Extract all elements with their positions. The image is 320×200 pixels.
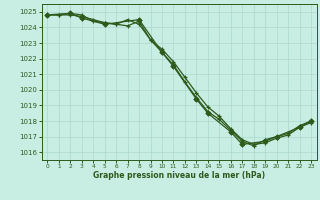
X-axis label: Graphe pression niveau de la mer (hPa): Graphe pression niveau de la mer (hPa) <box>93 171 265 180</box>
